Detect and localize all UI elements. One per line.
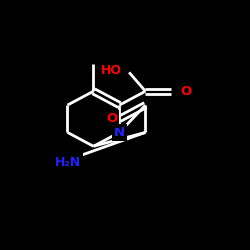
Text: O: O xyxy=(180,85,191,98)
Text: H₂N: H₂N xyxy=(54,156,80,168)
Text: O: O xyxy=(106,112,118,126)
Text: N: N xyxy=(114,126,125,139)
Text: HO: HO xyxy=(101,64,122,77)
